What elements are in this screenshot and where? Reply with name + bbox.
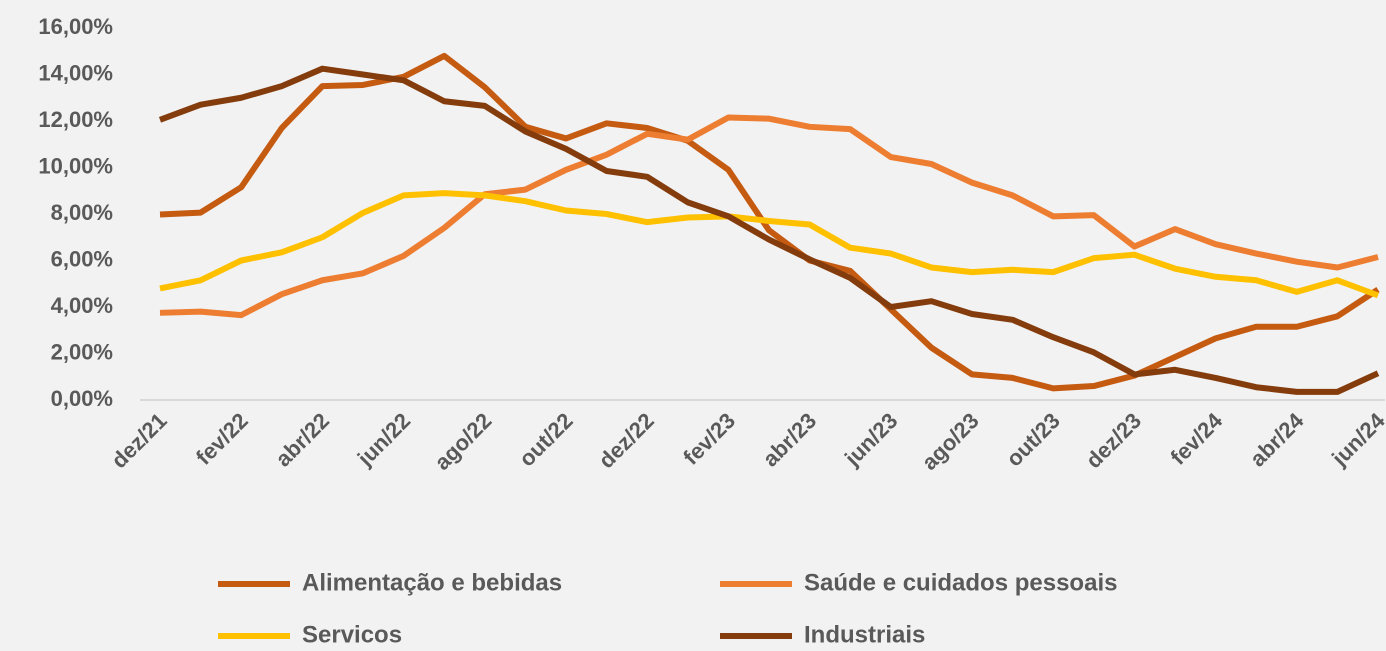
y-tick-label: 6,00% bbox=[51, 246, 113, 271]
y-tick-label: 10,00% bbox=[38, 153, 113, 178]
x-tick-label: fev/23 bbox=[678, 408, 740, 470]
legend-label: Industriais bbox=[804, 621, 925, 648]
y-tick-label: 4,00% bbox=[51, 293, 113, 318]
x-tick-label: jun/23 bbox=[839, 408, 902, 471]
x-tick-label: jun/24 bbox=[1326, 407, 1386, 471]
series-line bbox=[159, 114, 1379, 319]
y-tick-label: 0,00% bbox=[51, 386, 113, 411]
y-tick-label: 14,00% bbox=[38, 60, 113, 85]
x-tick-label: abr/23 bbox=[758, 408, 822, 472]
legend-label: Alimentação e bebidas bbox=[302, 569, 562, 596]
y-tick-label: 2,00% bbox=[51, 339, 113, 364]
x-tick-label: fev/24 bbox=[1165, 407, 1227, 469]
x-tick-label: out/23 bbox=[1001, 408, 1064, 471]
x-tick-label: jun/22 bbox=[352, 408, 415, 471]
x-tick-label: out/22 bbox=[514, 408, 577, 471]
series-line bbox=[159, 52, 1380, 392]
x-tick-label: fev/22 bbox=[191, 408, 253, 470]
series-line bbox=[158, 65, 1380, 395]
y-tick-label: 12,00% bbox=[38, 107, 113, 132]
y-tick-label: 8,00% bbox=[51, 200, 113, 225]
x-tick-label: dez/21 bbox=[106, 408, 171, 473]
x-tick-label: abr/22 bbox=[271, 408, 335, 472]
x-tick-label: dez/23 bbox=[1081, 408, 1146, 473]
x-tick-label: dez/22 bbox=[594, 408, 659, 473]
x-tick-label: abr/24 bbox=[1245, 407, 1309, 471]
legend-label: Servicos bbox=[302, 621, 402, 648]
x-tick-label: ago/23 bbox=[917, 408, 984, 475]
y-tick-label: 16,00% bbox=[38, 14, 113, 39]
legend-label: Saúde e cuidados pessoais bbox=[804, 569, 1117, 596]
series-line bbox=[159, 190, 1380, 299]
x-tick-label: ago/22 bbox=[429, 408, 496, 475]
